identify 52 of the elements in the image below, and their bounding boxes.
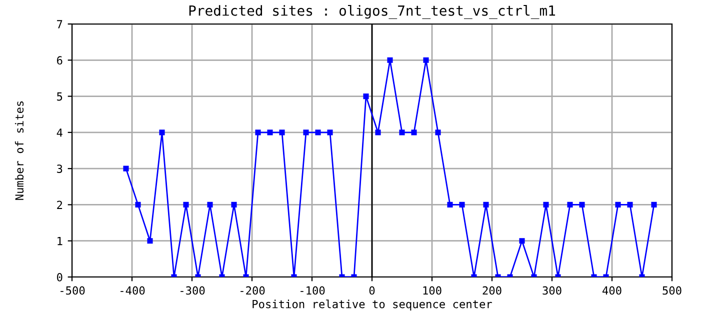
point	[231, 202, 237, 208]
point	[303, 130, 309, 136]
point	[327, 130, 333, 136]
point	[447, 202, 453, 208]
point	[519, 238, 525, 244]
point	[363, 94, 369, 100]
point	[255, 130, 261, 136]
point	[651, 202, 657, 208]
x-tick-label: 200	[482, 286, 502, 295]
y-tick-label: 3	[57, 164, 62, 173]
x-tick-label: 500	[662, 286, 682, 295]
y-tick-label: 4	[56, 128, 62, 137]
y-tick-label: 5	[57, 92, 62, 101]
point	[543, 202, 549, 208]
point	[567, 202, 573, 208]
x-tick-label: -100	[300, 286, 325, 295]
point	[615, 202, 621, 208]
point	[579, 202, 585, 208]
point	[267, 130, 273, 136]
x-tick-label: 400	[602, 286, 622, 295]
point	[459, 202, 465, 208]
y-tick-label: 6	[57, 56, 62, 65]
point	[435, 130, 441, 136]
point	[483, 202, 489, 208]
x-tick-label: -400	[120, 286, 145, 295]
point	[159, 130, 165, 136]
point	[135, 202, 141, 208]
point	[387, 57, 393, 63]
point	[399, 130, 405, 136]
y-tick-label: 7	[57, 20, 62, 28]
point	[411, 130, 417, 136]
point	[423, 57, 429, 63]
x-axis-title: Position relative to sequence center	[252, 300, 492, 310]
y-tick-label: 0	[57, 273, 62, 282]
x-tick-label: -300	[180, 286, 205, 295]
x-tick-label: 300	[542, 286, 562, 295]
x-tick-label: -500	[60, 286, 85, 295]
x-tick-label: -200	[240, 286, 265, 295]
point	[375, 130, 381, 136]
chart-title: Predicted sites : oligos_7nt_test_vs_ctrl_m1	[189, 5, 556, 19]
point	[315, 130, 321, 136]
x-tick-label: 0	[369, 286, 375, 295]
point	[183, 202, 189, 208]
y-axis-title: Number of sites	[14, 101, 24, 200]
point	[123, 166, 129, 172]
point	[279, 130, 285, 136]
point	[147, 238, 153, 244]
y-tick-label: 2	[57, 200, 62, 209]
y-tick-label: 1	[58, 237, 62, 246]
point	[627, 202, 633, 208]
point	[207, 202, 213, 208]
x-tick-label: 100	[423, 286, 442, 295]
